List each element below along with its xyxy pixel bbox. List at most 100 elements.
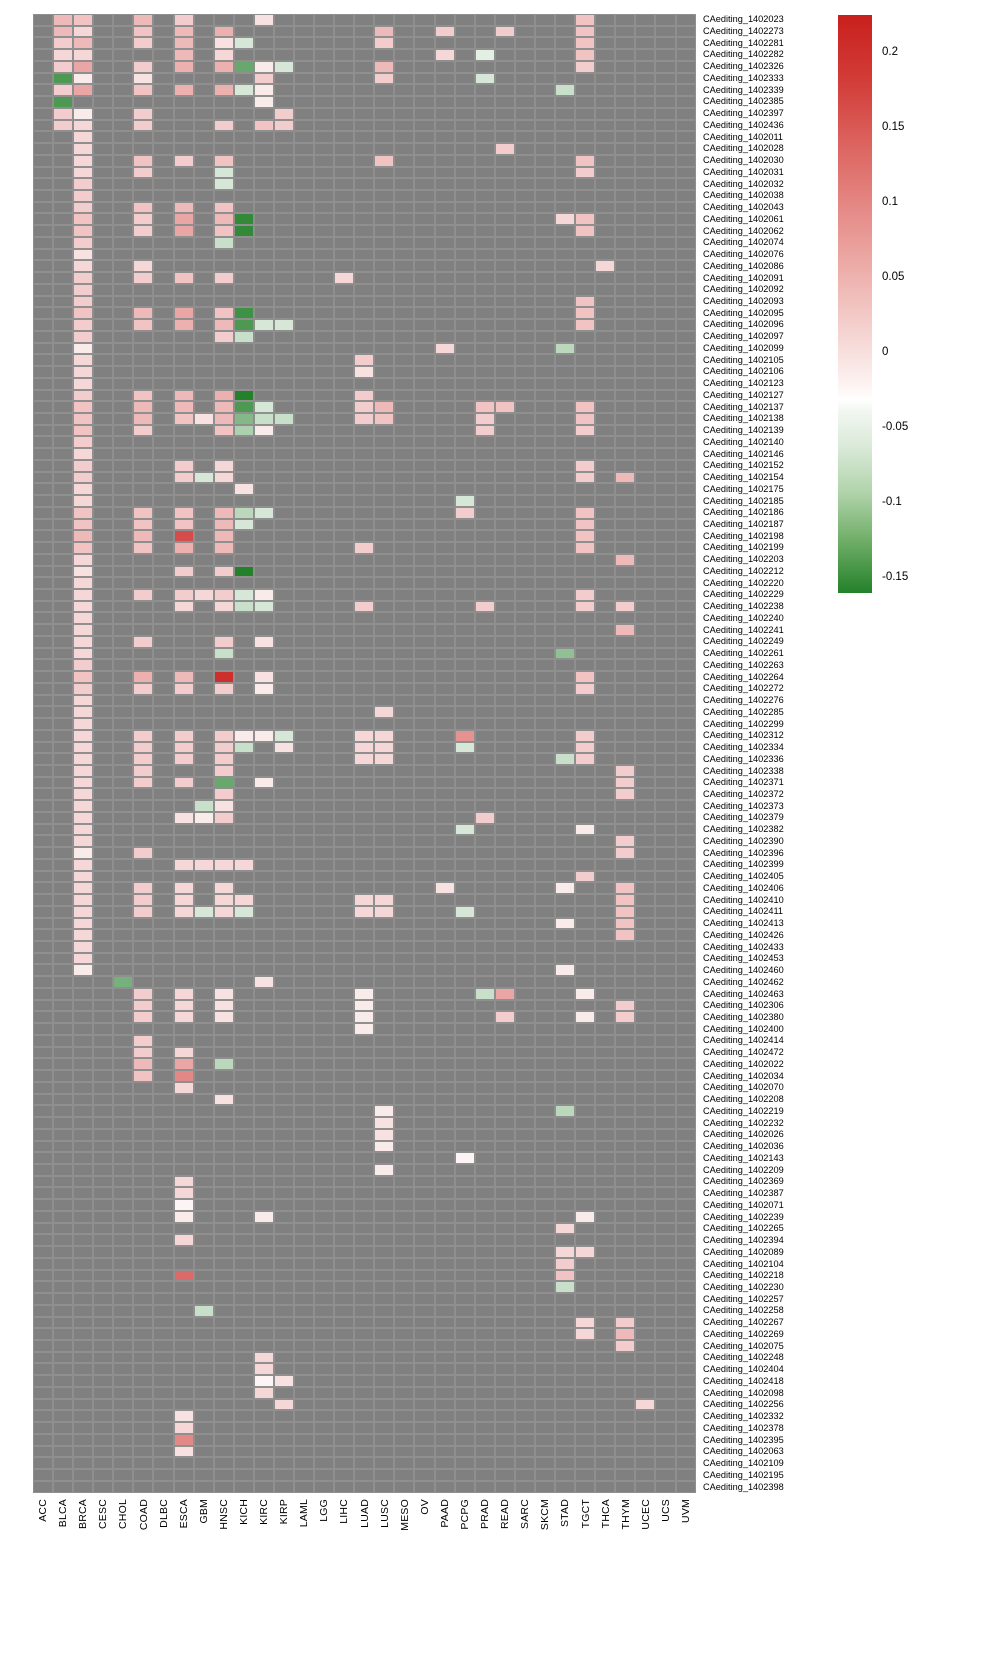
heatmap-cell [374,870,395,883]
heatmap-cell [314,976,335,988]
heatmap-cell [675,412,696,425]
heatmap-cell [113,60,134,73]
heatmap-cell [414,131,435,144]
heatmap-cell [675,823,696,836]
heatmap-cell [434,788,455,801]
heatmap-cell [414,659,435,672]
heatmap-cell [374,835,395,848]
heatmap-cell [133,952,154,965]
heatmap-cell [494,1163,515,1176]
heatmap-cell [193,530,214,543]
heatmap-cell [354,272,375,284]
heatmap-cell [253,788,274,801]
heatmap-cell [474,330,495,343]
heatmap-cell [615,847,636,859]
heatmap-cell [595,354,616,367]
heatmap-cell [53,424,74,437]
heatmap-cell [213,131,234,144]
heatmap-cell [635,905,656,918]
heatmap-cell [534,354,556,367]
heatmap-cell [434,84,455,97]
y-axis-tick: CAediting_1402076 [703,249,784,260]
heatmap-cell [534,190,556,202]
heatmap-cell [675,1105,696,1118]
heatmap-cell [133,260,154,273]
heatmap-cell [93,542,114,554]
heatmap-cell [494,1328,515,1340]
y-axis-tick: CAediting_1402175 [703,483,784,494]
heatmap-cell [73,1152,94,1164]
heatmap-cell [675,835,696,848]
heatmap-cell [294,319,315,331]
heatmap-cell [93,201,114,214]
heatmap-cell [374,1093,395,1106]
heatmap-cell [374,330,395,343]
heatmap-cell [414,1433,435,1446]
heatmap-cell [394,1117,415,1129]
heatmap-cell [314,952,335,965]
heatmap-cell [233,1316,254,1329]
heatmap-cell [555,1210,576,1223]
heatmap-cell [635,260,656,273]
heatmap-cell [193,835,214,848]
heatmap-cell [253,1210,274,1223]
heatmap-cell [635,1351,656,1364]
heatmap-cell [193,694,214,707]
heatmap-cell [394,1328,415,1340]
heatmap-cell [113,354,134,367]
heatmap-cell [133,894,154,906]
heatmap-cell [173,1058,194,1071]
heatmap-cell [675,236,696,249]
heatmap-cell [253,1445,274,1458]
heatmap-cell [193,788,214,801]
heatmap-cell [213,635,234,648]
heatmap-cell [474,307,495,320]
heatmap-cell [133,319,154,331]
heatmap-cell [374,154,395,167]
heatmap-cell [514,412,535,425]
heatmap-cell [153,1187,174,1200]
heatmap-cell [675,354,696,367]
heatmap-cell [595,248,616,261]
heatmap-cell [414,987,435,1000]
heatmap-cell [133,84,154,97]
heatmap-cell [494,565,515,578]
heatmap-cell [494,553,515,566]
heatmap-cell [133,706,154,719]
heatmap-cell [73,1328,94,1340]
heatmap-cell [113,1093,134,1106]
heatmap-cell [314,1152,335,1164]
heatmap-cell [193,1093,214,1106]
heatmap-cell [334,412,355,425]
heatmap-cell [193,1046,214,1059]
heatmap-cell [494,459,515,472]
heatmap-cell [153,718,174,730]
heatmap-cell [213,964,234,977]
heatmap-cell [675,1070,696,1082]
heatmap-cell [575,1058,596,1071]
heatmap-cell [454,542,475,554]
heatmap-cell [635,1070,656,1082]
heatmap-cell [33,25,54,38]
heatmap-cell [514,1070,535,1082]
heatmap-cell [434,952,455,965]
heatmap-cell [394,1081,415,1094]
heatmap-cell [314,459,335,472]
heatmap-cell [615,1152,636,1164]
y-axis-tick: CAediting_1402411 [703,906,784,917]
heatmap-cell [273,401,295,413]
heatmap-cell [494,987,515,1000]
heatmap-cell [675,624,696,636]
heatmap-cell [575,1222,596,1235]
heatmap-cell [394,448,415,460]
heatmap-cell [153,1433,174,1446]
heatmap-cell [655,1375,676,1387]
heatmap-cell [53,84,74,97]
heatmap-cell [233,260,254,273]
heatmap-cell [153,260,174,273]
heatmap-cell [494,1011,515,1024]
heatmap-cell [354,976,375,988]
heatmap-cell [474,236,495,249]
heatmap-cell [73,201,94,214]
heatmap-cell [655,412,676,425]
